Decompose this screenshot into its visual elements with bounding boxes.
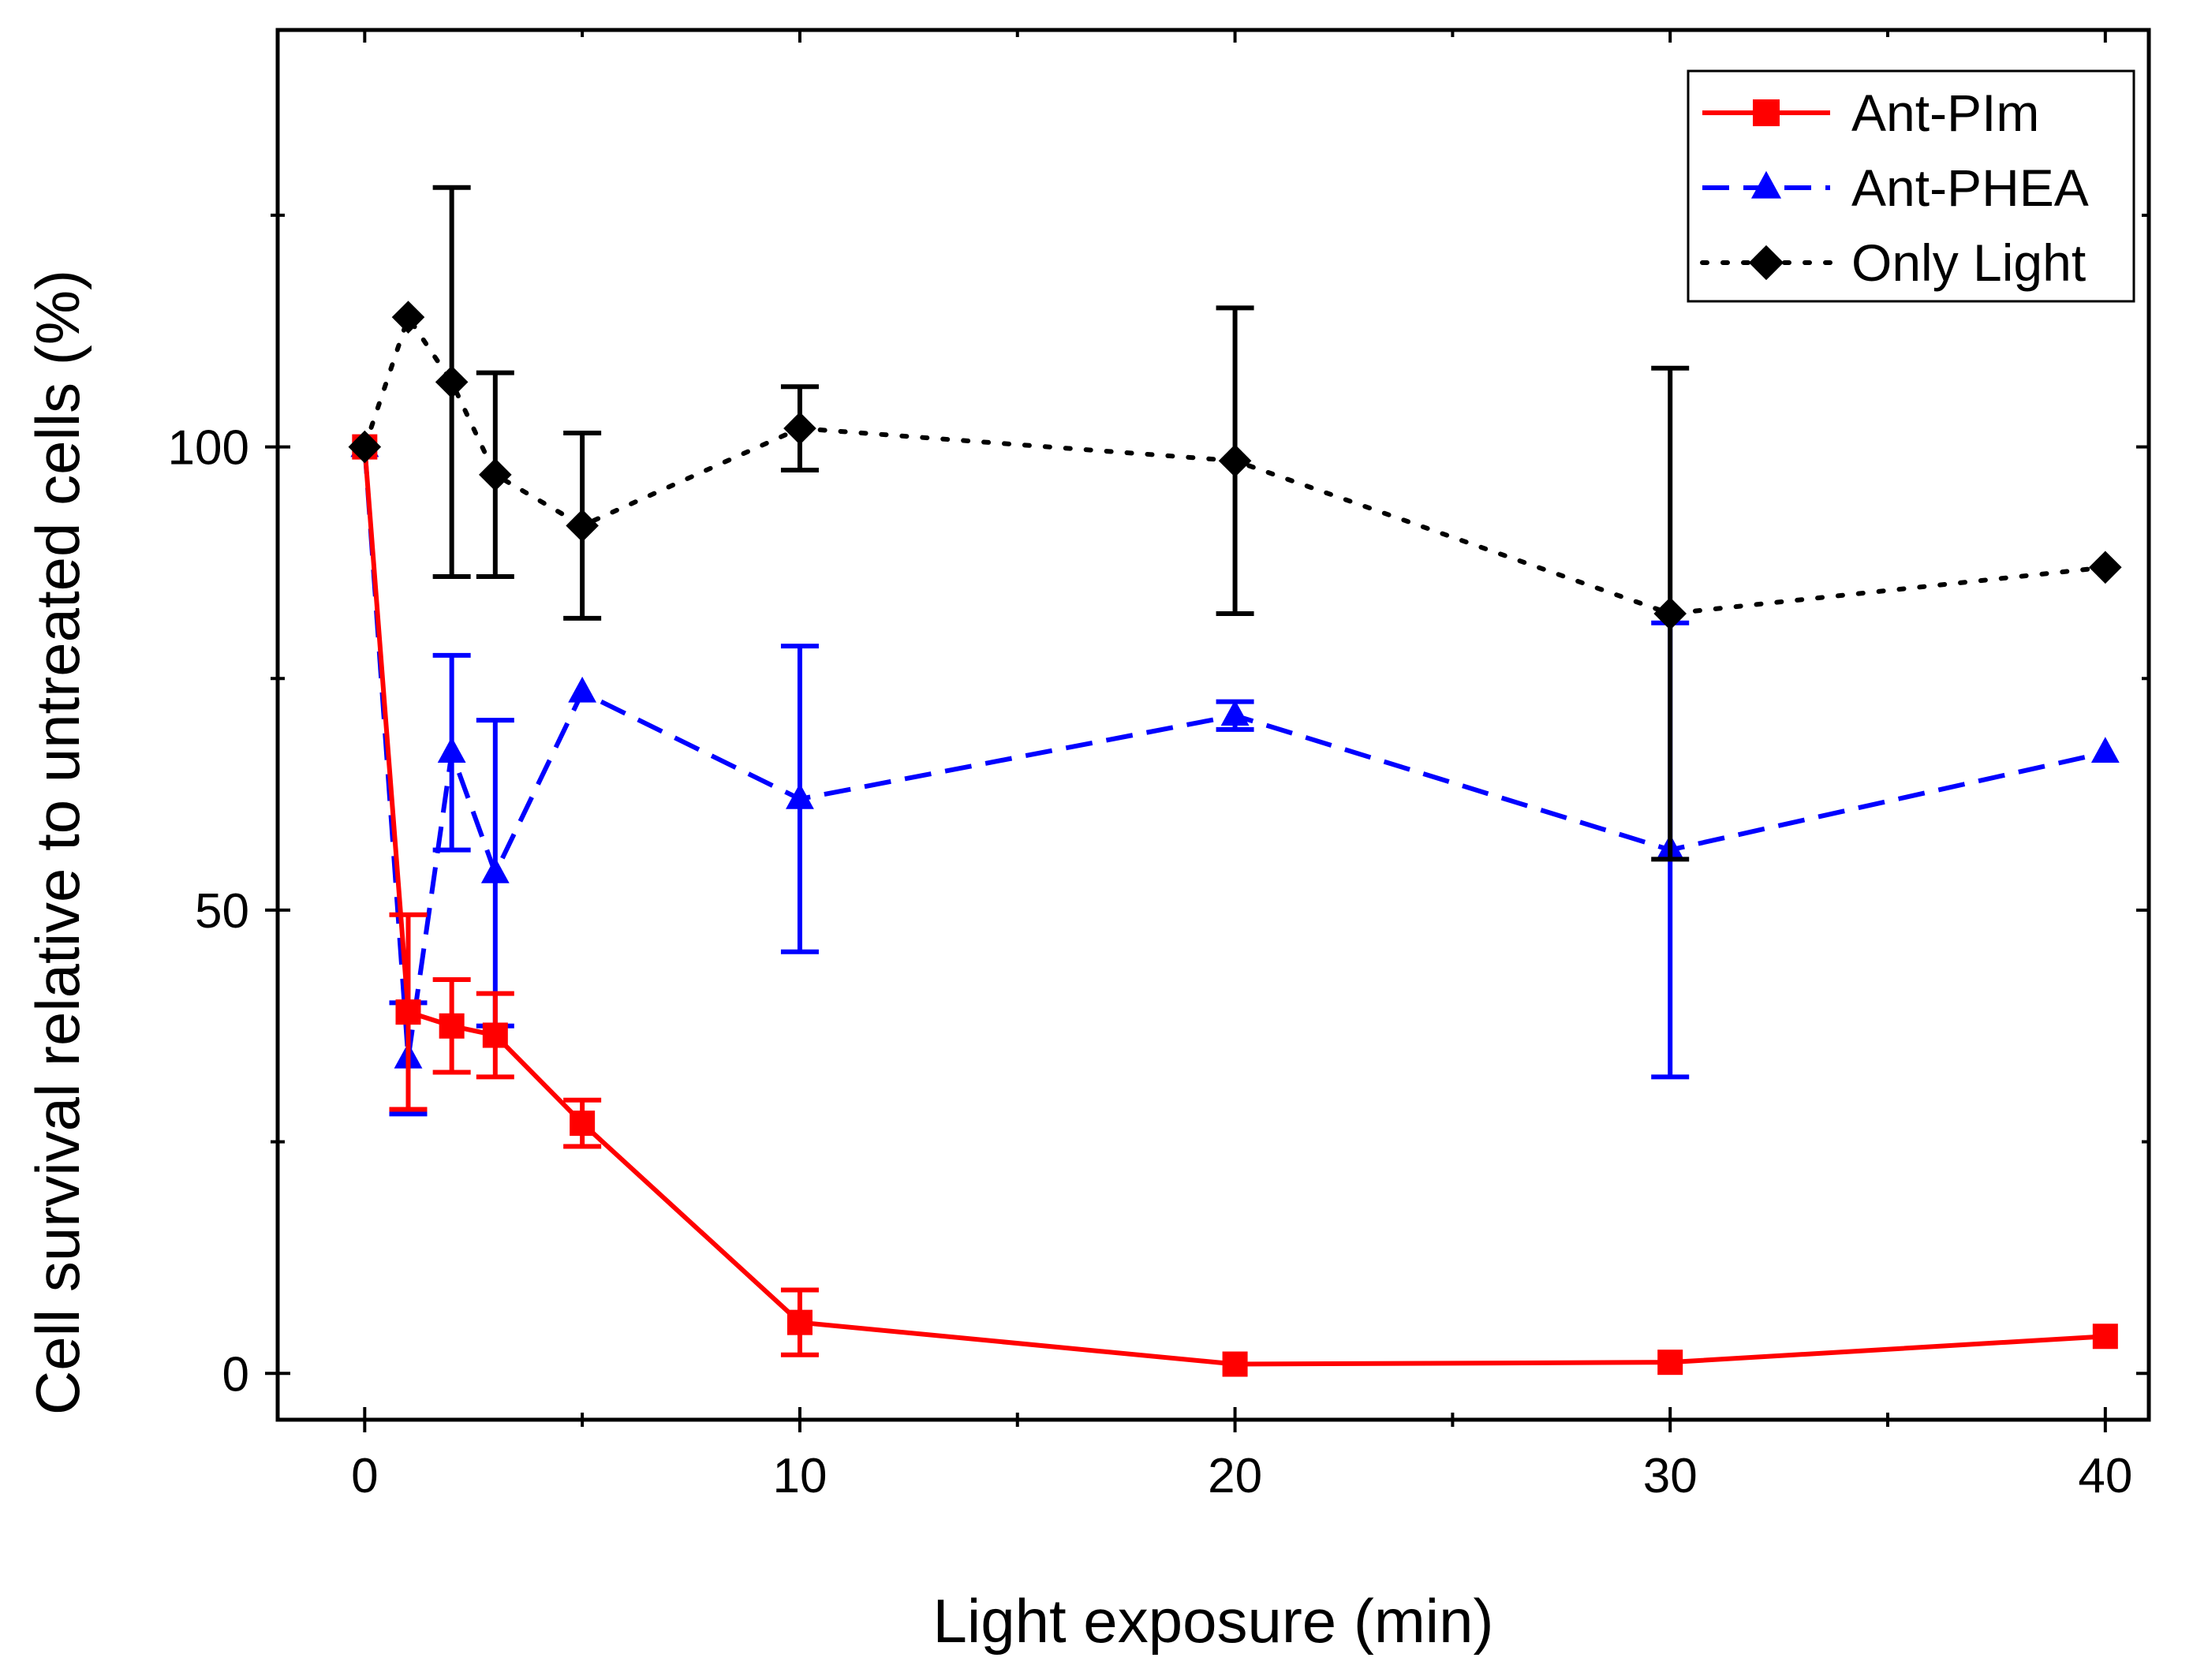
series-ant-pim <box>352 434 2118 1377</box>
x-tick-label: 20 <box>1208 1449 1262 1503</box>
data-point <box>570 1111 596 1137</box>
x-tick-label: 30 <box>1643 1449 1698 1503</box>
legend-label-only-light: Only Light <box>1851 233 2086 292</box>
data-point <box>786 782 814 809</box>
data-point <box>2092 1323 2118 1350</box>
data-point <box>1222 1351 1248 1377</box>
legend-marker-ant-phea <box>1750 170 1782 199</box>
data-point <box>395 999 421 1025</box>
data-point <box>566 509 599 543</box>
data-point <box>1218 444 1252 478</box>
data-point <box>1653 597 1687 630</box>
x-tick-label: 10 <box>772 1449 827 1503</box>
data-point <box>439 1013 465 1039</box>
data-point <box>479 458 512 491</box>
x-axis-title: Light exposure (min) <box>933 1586 1494 1656</box>
data-point <box>786 1309 813 1335</box>
data-point <box>391 301 425 334</box>
y-tick-label: 100 <box>168 421 249 476</box>
series-line-only-light <box>362 315 2108 617</box>
y-tick-label: 0 <box>222 1347 249 1402</box>
legend-label-ant-phea: Ant-PHEA <box>1851 159 2089 217</box>
data-point <box>783 412 816 445</box>
legend: Ant-PIm Ant-PHEA Only Light <box>1687 69 2135 303</box>
legend-marker-ant-pim <box>1753 99 1780 126</box>
data-point <box>348 430 382 464</box>
series-layer <box>348 185 2122 1377</box>
x-tick-label: 40 <box>2078 1449 2132 1503</box>
series-only-light <box>348 185 2122 862</box>
legend-marker-only-light <box>1748 245 1784 281</box>
data-point <box>568 676 597 703</box>
data-point <box>2089 551 2122 584</box>
data-point <box>480 857 510 883</box>
y-tick-label: 50 <box>195 884 249 939</box>
data-point <box>482 1022 508 1048</box>
ticks-layer: 0 10 20 30 40 0 50 100 <box>168 30 2149 1503</box>
data-point <box>437 737 466 763</box>
plot-frame <box>275 28 2151 1422</box>
legend-label-ant-pim: Ant-PIm <box>1851 84 2039 142</box>
x-tick-label: 0 <box>351 1449 378 1503</box>
data-point <box>2090 737 2120 763</box>
data-point <box>435 365 469 399</box>
data-point <box>1657 1350 1683 1376</box>
data-point <box>1220 700 1250 726</box>
y-axis-title: Cell survival relative to untreated cell… <box>23 270 92 1415</box>
